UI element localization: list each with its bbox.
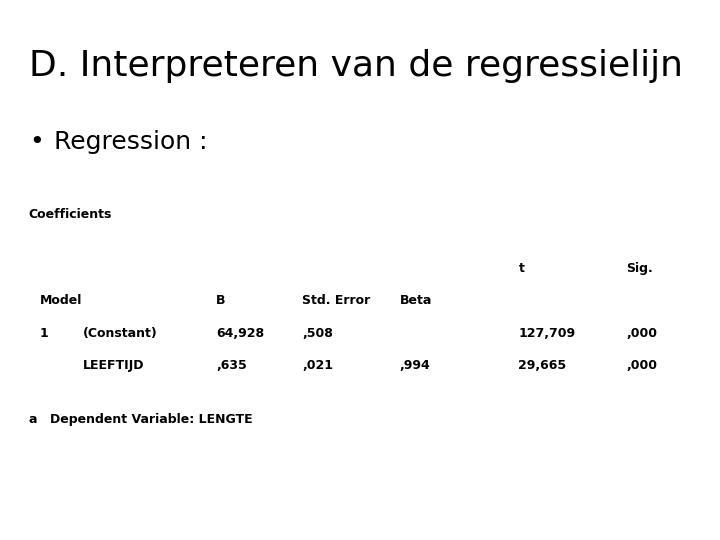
- Text: Std. Error: Std. Error: [302, 294, 371, 307]
- Text: ,635: ,635: [216, 359, 247, 372]
- Text: LEEFTIJD: LEEFTIJD: [83, 359, 144, 372]
- Text: a: a: [29, 413, 37, 426]
- Text: Model: Model: [40, 294, 82, 307]
- Text: Dependent Variable: LENGTE: Dependent Variable: LENGTE: [50, 413, 253, 426]
- Text: B: B: [216, 294, 225, 307]
- Text: ,000: ,000: [626, 359, 657, 372]
- Text: 127,709: 127,709: [518, 327, 575, 340]
- Text: ,994: ,994: [400, 359, 431, 372]
- Text: t: t: [518, 262, 524, 275]
- Text: (Constant): (Constant): [83, 327, 158, 340]
- Text: ,021: ,021: [302, 359, 333, 372]
- Text: 1: 1: [40, 327, 48, 340]
- Text: Sig.: Sig.: [626, 262, 653, 275]
- Text: 64,928: 64,928: [216, 327, 264, 340]
- Text: •: •: [29, 130, 43, 153]
- Text: Regression :: Regression :: [54, 130, 207, 153]
- Text: D. Interpreteren van de regressielijn: D. Interpreteren van de regressielijn: [29, 49, 683, 83]
- Text: ,000: ,000: [626, 327, 657, 340]
- Text: Coefficients: Coefficients: [29, 208, 112, 221]
- Text: ,508: ,508: [302, 327, 333, 340]
- Text: Beta: Beta: [400, 294, 432, 307]
- Text: 29,665: 29,665: [518, 359, 567, 372]
